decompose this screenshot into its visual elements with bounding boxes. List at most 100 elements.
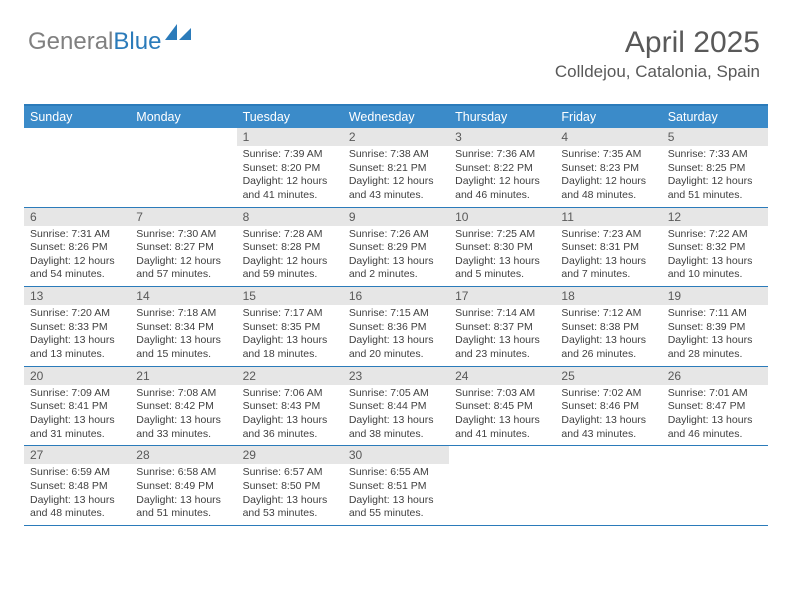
- sunset-text: Sunset: 8:23 PM: [561, 162, 655, 176]
- day-cell: 19Sunrise: 7:11 AMSunset: 8:39 PMDayligh…: [662, 287, 768, 366]
- sunrise-text: Sunrise: 6:59 AM: [30, 466, 124, 480]
- day-cell: 6Sunrise: 7:31 AMSunset: 8:26 PMDaylight…: [24, 208, 130, 287]
- sunset-text: Sunset: 8:33 PM: [30, 321, 124, 335]
- daylight-text: Daylight: 12 hours and 51 minutes.: [668, 175, 762, 202]
- sunset-text: Sunset: 8:48 PM: [30, 480, 124, 494]
- sunset-text: Sunset: 8:30 PM: [455, 241, 549, 255]
- sunrise-text: Sunrise: 7:20 AM: [30, 307, 124, 321]
- daylight-text: Daylight: 13 hours and 48 minutes.: [30, 494, 124, 521]
- sunrise-text: Sunrise: 7:11 AM: [668, 307, 762, 321]
- day-body: Sunrise: 7:08 AMSunset: 8:42 PMDaylight:…: [130, 385, 236, 446]
- day-cell: 18Sunrise: 7:12 AMSunset: 8:38 PMDayligh…: [555, 287, 661, 366]
- day-cell: 1Sunrise: 7:39 AMSunset: 8:20 PMDaylight…: [237, 128, 343, 207]
- sunrise-text: Sunrise: 7:26 AM: [349, 228, 443, 242]
- day-number: 4: [555, 128, 661, 146]
- day-number: 14: [130, 287, 236, 305]
- sunrise-text: Sunrise: 7:25 AM: [455, 228, 549, 242]
- week-row: 1Sunrise: 7:39 AMSunset: 8:20 PMDaylight…: [24, 128, 768, 208]
- day-cell: 5Sunrise: 7:33 AMSunset: 8:25 PMDaylight…: [662, 128, 768, 207]
- day-number: 28: [130, 446, 236, 464]
- calendar: SundayMondayTuesdayWednesdayThursdayFrid…: [24, 104, 768, 526]
- sunset-text: Sunset: 8:25 PM: [668, 162, 762, 176]
- day-body: Sunrise: 7:06 AMSunset: 8:43 PMDaylight:…: [237, 385, 343, 446]
- day-number: 2: [343, 128, 449, 146]
- daylight-text: Daylight: 12 hours and 46 minutes.: [455, 175, 549, 202]
- daylight-text: Daylight: 13 hours and 26 minutes.: [561, 334, 655, 361]
- day-cell: 13Sunrise: 7:20 AMSunset: 8:33 PMDayligh…: [24, 287, 130, 366]
- sunrise-text: Sunrise: 7:01 AM: [668, 387, 762, 401]
- day-number: 1: [237, 128, 343, 146]
- day-body: Sunrise: 7:35 AMSunset: 8:23 PMDaylight:…: [555, 146, 661, 207]
- sunrise-text: Sunrise: 7:02 AM: [561, 387, 655, 401]
- day-number: 6: [24, 208, 130, 226]
- day-body: Sunrise: 6:58 AMSunset: 8:49 PMDaylight:…: [130, 464, 236, 525]
- day-cell: 21Sunrise: 7:08 AMSunset: 8:42 PMDayligh…: [130, 367, 236, 446]
- sunrise-text: Sunrise: 7:39 AM: [243, 148, 337, 162]
- day-number: 29: [237, 446, 343, 464]
- day-number: 3: [449, 128, 555, 146]
- day-cell: [24, 128, 130, 207]
- day-body: Sunrise: 7:09 AMSunset: 8:41 PMDaylight:…: [24, 385, 130, 446]
- sunrise-text: Sunrise: 7:15 AM: [349, 307, 443, 321]
- sunset-text: Sunset: 8:37 PM: [455, 321, 549, 335]
- sunset-text: Sunset: 8:46 PM: [561, 400, 655, 414]
- sunrise-text: Sunrise: 7:30 AM: [136, 228, 230, 242]
- day-number: [24, 128, 130, 146]
- dow-row: SundayMondayTuesdayWednesdayThursdayFrid…: [24, 106, 768, 128]
- daylight-text: Daylight: 12 hours and 41 minutes.: [243, 175, 337, 202]
- day-cell: 28Sunrise: 6:58 AMSunset: 8:49 PMDayligh…: [130, 446, 236, 525]
- logo-text-gray: General: [28, 28, 113, 56]
- day-number: 17: [449, 287, 555, 305]
- daylight-text: Daylight: 13 hours and 18 minutes.: [243, 334, 337, 361]
- daylight-text: Daylight: 13 hours and 10 minutes.: [668, 255, 762, 282]
- day-cell: 2Sunrise: 7:38 AMSunset: 8:21 PMDaylight…: [343, 128, 449, 207]
- daylight-text: Daylight: 13 hours and 41 minutes.: [455, 414, 549, 441]
- day-number: 9: [343, 208, 449, 226]
- logo-sail-icon: [165, 22, 193, 47]
- sunset-text: Sunset: 8:49 PM: [136, 480, 230, 494]
- sunset-text: Sunset: 8:43 PM: [243, 400, 337, 414]
- day-cell: 11Sunrise: 7:23 AMSunset: 8:31 PMDayligh…: [555, 208, 661, 287]
- daylight-text: Daylight: 13 hours and 36 minutes.: [243, 414, 337, 441]
- sunset-text: Sunset: 8:21 PM: [349, 162, 443, 176]
- day-cell: 22Sunrise: 7:06 AMSunset: 8:43 PMDayligh…: [237, 367, 343, 446]
- day-cell: 29Sunrise: 6:57 AMSunset: 8:50 PMDayligh…: [237, 446, 343, 525]
- daylight-text: Daylight: 12 hours and 54 minutes.: [30, 255, 124, 282]
- day-number: 12: [662, 208, 768, 226]
- sunrise-text: Sunrise: 7:12 AM: [561, 307, 655, 321]
- day-number: 24: [449, 367, 555, 385]
- day-cell: 14Sunrise: 7:18 AMSunset: 8:34 PMDayligh…: [130, 287, 236, 366]
- daylight-text: Daylight: 12 hours and 59 minutes.: [243, 255, 337, 282]
- daylight-text: Daylight: 13 hours and 31 minutes.: [30, 414, 124, 441]
- daylight-text: Daylight: 13 hours and 23 minutes.: [455, 334, 549, 361]
- sunrise-text: Sunrise: 7:03 AM: [455, 387, 549, 401]
- day-body: Sunrise: 6:59 AMSunset: 8:48 PMDaylight:…: [24, 464, 130, 525]
- sunrise-text: Sunrise: 7:31 AM: [30, 228, 124, 242]
- daylight-text: Daylight: 13 hours and 15 minutes.: [136, 334, 230, 361]
- daylight-text: Daylight: 13 hours and 33 minutes.: [136, 414, 230, 441]
- sunset-text: Sunset: 8:22 PM: [455, 162, 549, 176]
- daylight-text: Daylight: 13 hours and 53 minutes.: [243, 494, 337, 521]
- daylight-text: Daylight: 13 hours and 5 minutes.: [455, 255, 549, 282]
- day-cell: 12Sunrise: 7:22 AMSunset: 8:32 PMDayligh…: [662, 208, 768, 287]
- sunrise-text: Sunrise: 7:09 AM: [30, 387, 124, 401]
- sunset-text: Sunset: 8:32 PM: [668, 241, 762, 255]
- daylight-text: Daylight: 13 hours and 55 minutes.: [349, 494, 443, 521]
- sunrise-text: Sunrise: 7:33 AM: [668, 148, 762, 162]
- day-cell: 7Sunrise: 7:30 AMSunset: 8:27 PMDaylight…: [130, 208, 236, 287]
- month-title: April 2025: [555, 26, 760, 60]
- dow-cell: Monday: [130, 106, 236, 128]
- day-cell: [662, 446, 768, 525]
- sunrise-text: Sunrise: 6:57 AM: [243, 466, 337, 480]
- day-body: Sunrise: 7:23 AMSunset: 8:31 PMDaylight:…: [555, 226, 661, 287]
- sunrise-text: Sunrise: 7:35 AM: [561, 148, 655, 162]
- day-body: Sunrise: 7:39 AMSunset: 8:20 PMDaylight:…: [237, 146, 343, 207]
- sunset-text: Sunset: 8:36 PM: [349, 321, 443, 335]
- sunset-text: Sunset: 8:28 PM: [243, 241, 337, 255]
- day-cell: 26Sunrise: 7:01 AMSunset: 8:47 PMDayligh…: [662, 367, 768, 446]
- dow-cell: Friday: [555, 106, 661, 128]
- day-cell: 4Sunrise: 7:35 AMSunset: 8:23 PMDaylight…: [555, 128, 661, 207]
- day-body: Sunrise: 7:28 AMSunset: 8:28 PMDaylight:…: [237, 226, 343, 287]
- daylight-text: Daylight: 13 hours and 13 minutes.: [30, 334, 124, 361]
- day-body: Sunrise: 7:25 AMSunset: 8:30 PMDaylight:…: [449, 226, 555, 287]
